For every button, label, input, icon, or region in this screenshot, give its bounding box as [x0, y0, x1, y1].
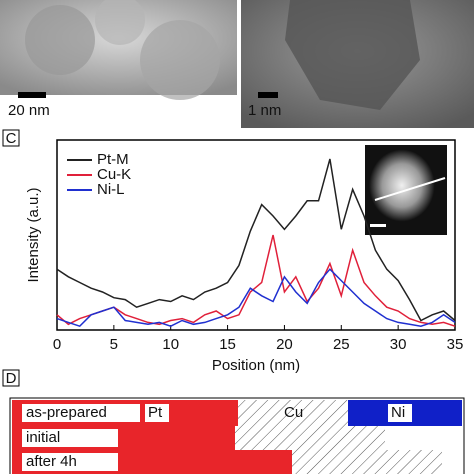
y-axis-label: Intensity (a.u.) — [25, 187, 42, 282]
row-label: after 4h — [26, 453, 77, 470]
data-line — [56, 268, 456, 328]
element-label: Ni — [391, 404, 405, 421]
row-label: as-prepared — [26, 404, 107, 421]
row-label-box — [22, 404, 140, 422]
x-tick-label: 0 — [53, 336, 61, 353]
x-axis-label: Position (nm) — [212, 357, 300, 374]
inset-scale-bar — [370, 224, 386, 227]
particle — [25, 5, 95, 75]
particle — [285, 0, 420, 110]
element-label: Pt — [148, 404, 163, 421]
scale-label: 1 nm — [248, 102, 281, 119]
legend-label: Pt-M — [97, 151, 129, 168]
particle — [140, 20, 220, 100]
element-label-box — [145, 404, 169, 422]
legend-label: Ni-L — [97, 181, 125, 198]
data-line — [56, 234, 456, 327]
x-tick-label: 25 — [333, 336, 350, 353]
x-tick-label: 35 — [447, 336, 464, 353]
x-tick-label: 30 — [390, 336, 407, 353]
scale-bar — [258, 92, 278, 98]
plot-frame — [56, 139, 456, 331]
row-label-box — [22, 429, 118, 447]
scale-label: 20 nm — [8, 102, 50, 119]
x-tick-label: 5 — [110, 336, 118, 353]
scale-bar — [18, 92, 46, 98]
x-tick-label: 20 — [276, 336, 293, 353]
element-label-box — [388, 404, 412, 422]
x-tick-label: 10 — [162, 336, 179, 353]
cu-region — [238, 400, 348, 426]
particle — [95, 0, 145, 45]
element-label: Cu — [284, 404, 303, 421]
inset-arrow — [374, 177, 446, 201]
row-label-box — [22, 453, 118, 471]
x-tick-label: 15 — [219, 336, 236, 353]
panel-label-box — [2, 129, 20, 147]
row-label: initial — [26, 429, 60, 446]
legend-label: Cu-K — [97, 166, 131, 183]
panel-label: D — [6, 370, 17, 387]
cu-region — [292, 450, 442, 474]
cu-region — [235, 426, 385, 450]
panel-label: C — [6, 130, 17, 147]
panel-label-box — [2, 369, 20, 387]
data-line — [56, 158, 456, 322]
